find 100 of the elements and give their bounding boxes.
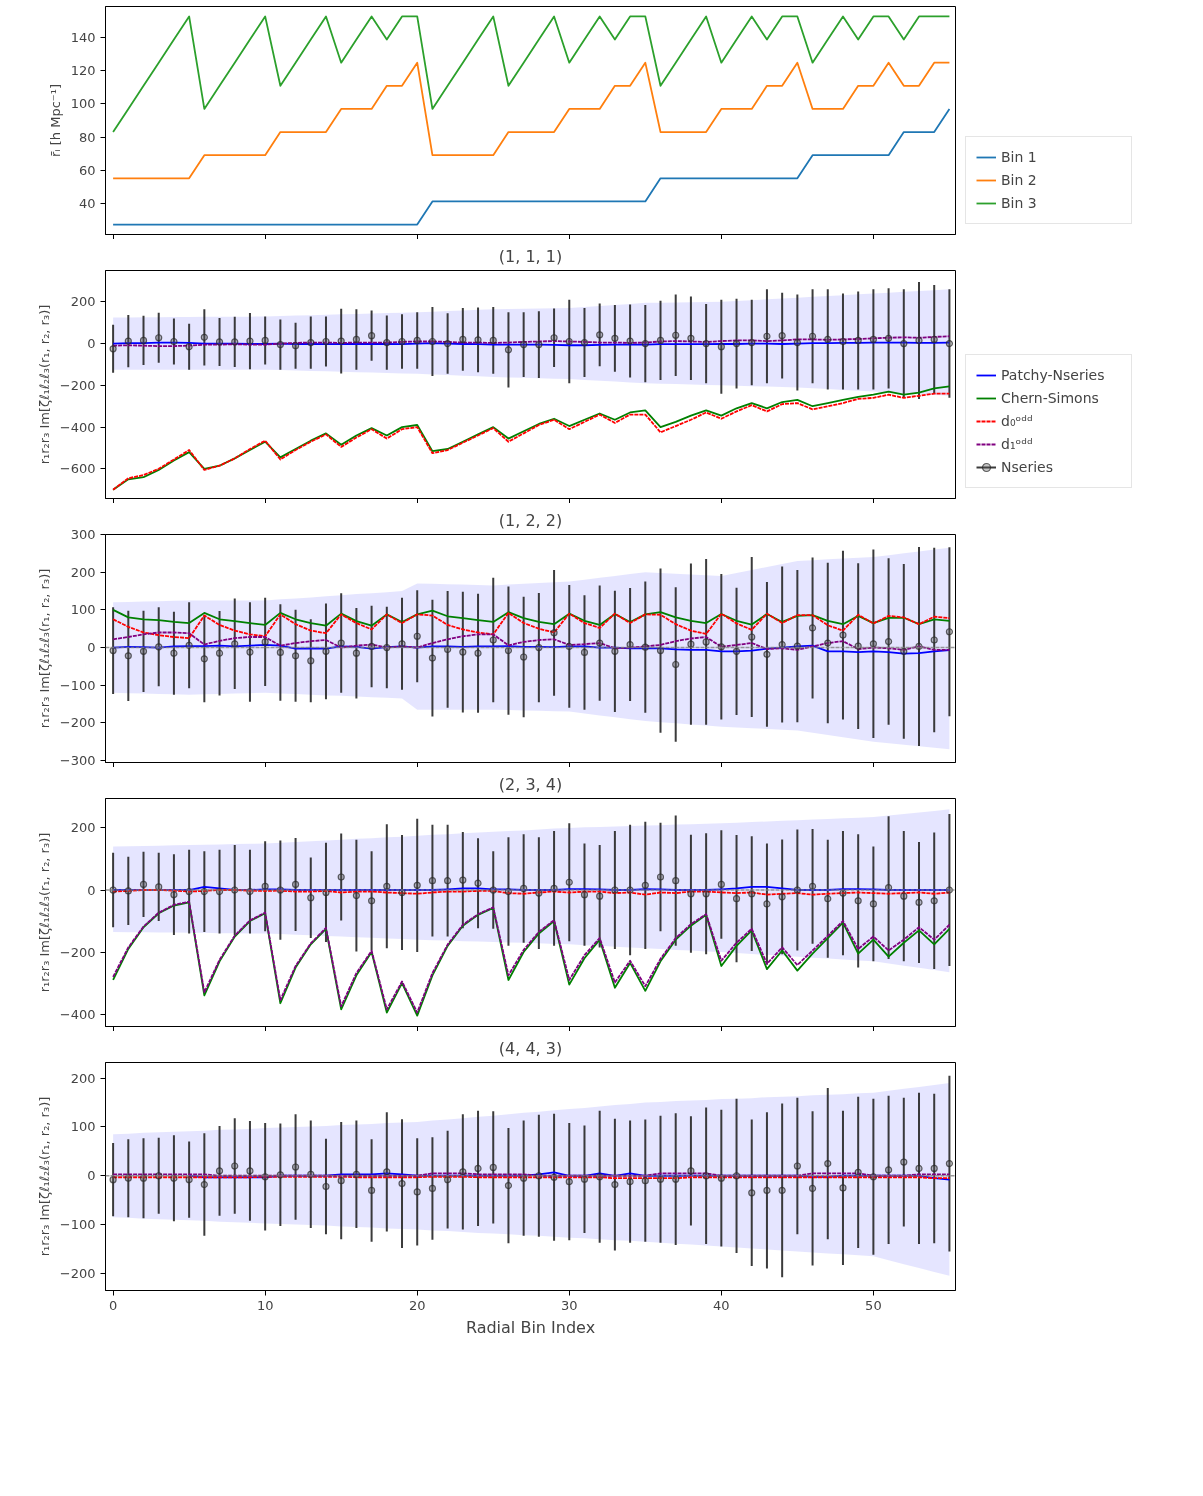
point — [535, 889, 543, 897]
point — [231, 1162, 239, 1170]
chart-title: (1, 2, 2) — [498, 510, 563, 530]
point — [337, 1177, 345, 1185]
point — [611, 1180, 619, 1189]
point — [185, 343, 193, 351]
point — [398, 1179, 406, 1188]
point — [489, 1163, 497, 1172]
point — [337, 639, 345, 647]
point — [580, 648, 589, 657]
point — [520, 653, 528, 661]
y-tick-label: 100 — [70, 96, 96, 112]
point — [474, 649, 482, 657]
point — [109, 1176, 117, 1184]
point — [428, 877, 437, 885]
point — [656, 1175, 665, 1183]
point — [915, 336, 923, 345]
point — [352, 892, 360, 900]
point — [459, 1168, 467, 1176]
y-axis-title: r₁r₂r₃ Im[ζℓ₁ℓ₂ℓ₃(r₁, r₂, r₃)] — [36, 1096, 52, 1257]
point — [672, 1175, 680, 1183]
y-tick-label: −400 — [59, 1006, 96, 1022]
point — [808, 882, 817, 890]
point — [352, 335, 360, 343]
point — [200, 1180, 208, 1189]
point — [459, 876, 467, 884]
point — [839, 1184, 847, 1192]
point — [687, 890, 695, 898]
point — [291, 880, 300, 889]
point — [444, 339, 452, 348]
point — [626, 640, 634, 649]
y-tick-label: 200 — [70, 294, 96, 310]
point — [291, 652, 300, 660]
point — [687, 1167, 695, 1175]
point — [900, 1158, 908, 1166]
point — [170, 649, 178, 657]
point — [261, 638, 269, 646]
point — [580, 1175, 589, 1183]
point — [869, 900, 877, 908]
point — [535, 341, 543, 349]
point — [839, 631, 847, 639]
point — [170, 337, 178, 346]
chart-title: (2, 3, 4) — [498, 774, 563, 794]
x-tick-label: 0 — [108, 1297, 118, 1313]
point — [748, 1189, 756, 1197]
point — [611, 647, 619, 655]
line-series — [112, 61, 951, 180]
point — [185, 1176, 193, 1184]
line-series — [112, 108, 951, 226]
point — [139, 647, 148, 655]
y-tick-label: 0 — [87, 882, 96, 898]
point — [459, 335, 467, 343]
point — [854, 1168, 862, 1176]
point — [580, 338, 589, 347]
y-tick-label: 100 — [70, 602, 96, 618]
legend-label: d₁ᵒᵈᵈ — [1001, 436, 1034, 452]
point — [398, 337, 406, 346]
point — [474, 1164, 482, 1173]
point — [808, 1184, 817, 1193]
point — [945, 628, 954, 636]
point — [215, 649, 224, 657]
point — [155, 334, 163, 342]
y-tick-label: 140 — [70, 30, 96, 46]
point — [489, 636, 497, 644]
chart-title: (1, 1, 1) — [498, 246, 563, 266]
y-tick-label: 120 — [70, 63, 96, 79]
point — [413, 1188, 421, 1196]
point — [869, 640, 877, 648]
point — [246, 1167, 254, 1175]
point — [778, 1186, 786, 1195]
point — [900, 339, 908, 348]
y-tick-label: −200 — [59, 377, 96, 393]
point — [550, 629, 558, 637]
point — [915, 1164, 923, 1173]
point — [824, 1159, 832, 1168]
point — [352, 649, 360, 657]
y-tick-label: 100 — [70, 1119, 96, 1135]
point — [413, 336, 421, 345]
point — [383, 882, 391, 890]
point — [778, 640, 786, 649]
legend-label: Nseries — [1001, 459, 1054, 475]
point — [824, 335, 832, 343]
point — [884, 637, 893, 646]
point — [565, 878, 573, 886]
y-tick-label: 200 — [70, 1070, 96, 1086]
point — [672, 660, 680, 669]
point — [322, 647, 330, 655]
point — [839, 889, 847, 897]
point — [596, 639, 604, 647]
y-tick-label: −200 — [59, 715, 96, 731]
point — [474, 879, 482, 887]
point — [504, 1181, 513, 1190]
line-series — [112, 15, 951, 133]
y-axis-title: r̄ᵢ [h Mpc⁻¹] — [47, 83, 63, 157]
chart-title: (4, 4, 3) — [498, 1038, 563, 1058]
point — [337, 337, 345, 345]
y-tick-label: −200 — [59, 944, 96, 960]
point — [200, 655, 208, 663]
point — [900, 892, 908, 900]
point — [246, 648, 254, 656]
